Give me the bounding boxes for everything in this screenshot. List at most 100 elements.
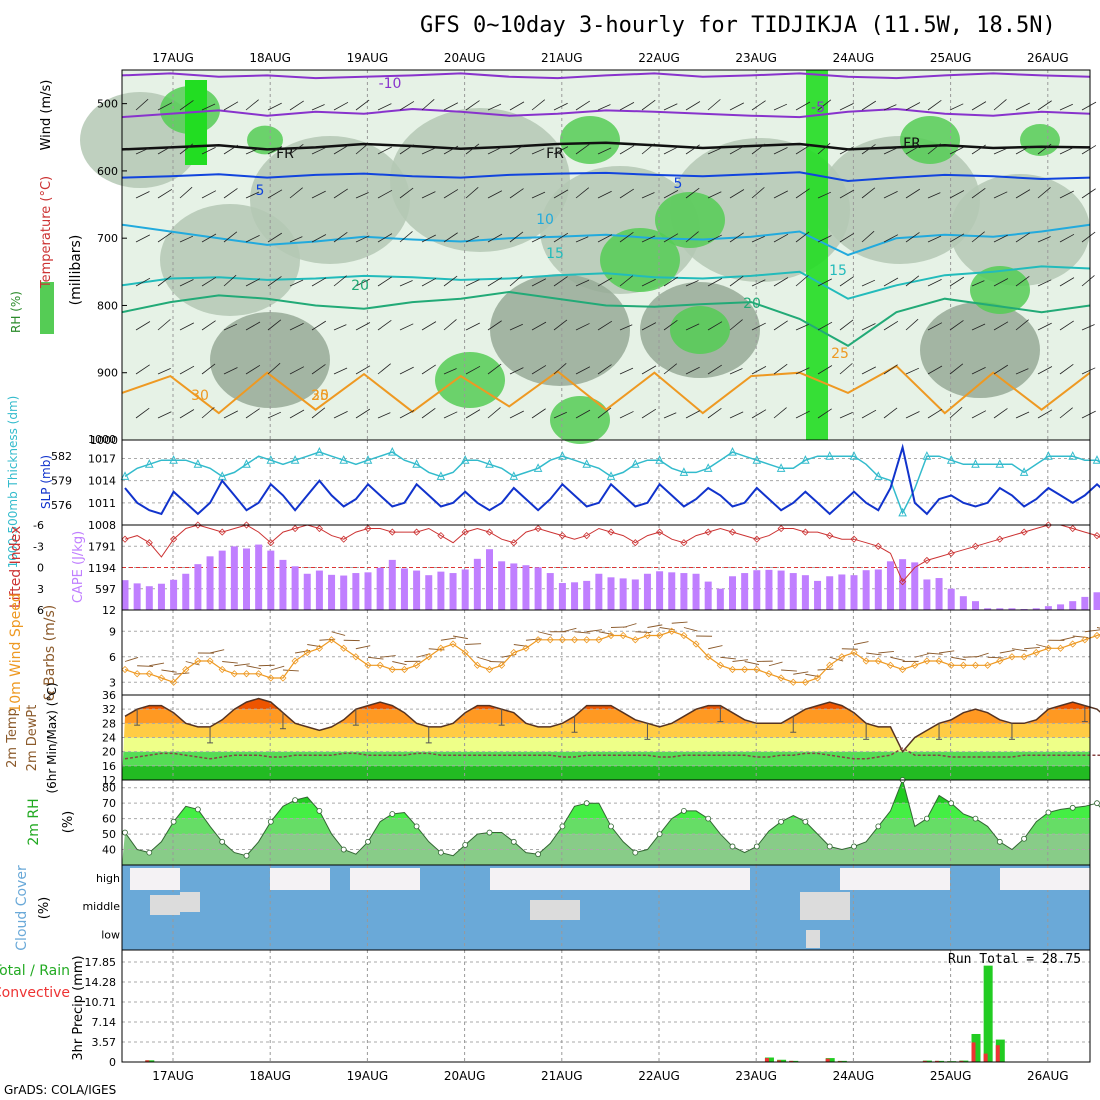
wind-speed-point (121, 665, 129, 674)
date-label-bottom: 19AUG (347, 1069, 389, 1083)
cape-bar (692, 573, 700, 610)
wind-barb (685, 187, 700, 199)
wind-speed-point (364, 661, 372, 669)
isotherm-label: 15 (829, 263, 847, 279)
wind-barb (487, 320, 502, 331)
wind-barb (509, 231, 524, 243)
surface-wind-barb (452, 635, 468, 640)
surface-wind-barb (331, 631, 346, 636)
thickness-point (169, 455, 178, 464)
wind-speed-point (461, 648, 469, 657)
surface-wind-barb (744, 661, 760, 666)
cape-bar (534, 567, 542, 610)
wind-barb (465, 409, 481, 419)
cape-bar (947, 588, 955, 610)
wind-speed-point (437, 644, 445, 652)
thickness-point (825, 451, 835, 460)
cape-bar (170, 579, 178, 610)
thickness-point (630, 459, 640, 468)
wind-barb (905, 145, 921, 155)
cape-bar (656, 571, 664, 610)
lifted-index-point (826, 532, 834, 540)
temp-tick-label: 16 (102, 760, 116, 773)
precip-tick-label: 0 (109, 1056, 116, 1069)
wind-barb (465, 143, 480, 155)
rh-shade-region (435, 352, 505, 408)
lifted-index-point (777, 524, 785, 533)
wind-barb (399, 187, 414, 199)
surface-wind-barb (683, 627, 698, 632)
wind-barb (1037, 236, 1051, 243)
isotherm-label: -10 (379, 76, 402, 92)
wind-barb (861, 144, 876, 155)
thickness-point (655, 455, 664, 464)
wind-barb (531, 278, 547, 287)
cape-bar (145, 586, 153, 610)
wind-barb (1015, 189, 1031, 199)
rh-point (292, 797, 299, 803)
wind-barb (509, 410, 524, 419)
precip-convective-bar (983, 1053, 988, 1062)
cape-bar (595, 573, 603, 610)
rh-point (972, 815, 979, 822)
date-label-bottom: 17AUG (152, 1069, 194, 1083)
wind-barb (135, 234, 151, 243)
surface-wind-barb (1024, 646, 1040, 650)
surface-wind-barb (732, 659, 749, 662)
surface-wind-barb (477, 656, 491, 662)
thickness-point (533, 463, 543, 472)
surface-wind-barb (270, 665, 285, 671)
surface-wind-barb (319, 638, 336, 641)
wind-barb (333, 367, 348, 375)
wind-speed-line (124, 630, 1100, 683)
wind-barb (641, 235, 656, 243)
wind-barb (443, 232, 458, 243)
wind-barb (971, 366, 986, 375)
wind-barb (949, 103, 964, 111)
lifted-index-point (801, 528, 809, 536)
wind-barb (487, 363, 502, 375)
wind-barb (927, 278, 942, 287)
cape-bar (510, 563, 518, 610)
rh-point (194, 806, 201, 813)
thickness-point (801, 455, 810, 464)
wind-speed-point (813, 674, 822, 682)
lifted-index-tick-label: -3 (33, 540, 44, 553)
cape-bar (583, 580, 591, 610)
wind-speed-tick-label: 9 (109, 625, 116, 638)
wind-barb (1015, 319, 1029, 331)
wind-barb (553, 362, 567, 375)
wind-barb (663, 320, 678, 331)
wind-barb (245, 191, 260, 199)
wind-barb (839, 146, 855, 155)
thickness-tick-label: 576 (51, 499, 72, 512)
wind-speed-point (656, 631, 664, 640)
surface-wind-barb (380, 655, 396, 658)
lifted-index-point (923, 556, 931, 564)
wind-speed-point (947, 661, 955, 669)
thickness-point (315, 447, 324, 456)
cloud-axis-title: Cloud Cover (14, 865, 30, 951)
wind-barb (157, 188, 173, 199)
wind-barb (355, 143, 369, 155)
cape-bar (959, 596, 967, 610)
surface-wind-barb (282, 669, 299, 672)
lifted-index-point (1044, 521, 1052, 529)
cloud-gap (150, 895, 180, 915)
wind-speed-point (546, 636, 554, 644)
wind-barb (201, 407, 215, 419)
wind-speed-point (145, 670, 153, 678)
date-label-bottom: 21AUG (541, 1069, 583, 1083)
cape-bar (1069, 601, 1077, 610)
panel-frame (121, 949, 1091, 1063)
date-label-bottom: 25AUG (930, 1069, 972, 1083)
wind-barb (421, 407, 436, 419)
cape-bar (121, 580, 129, 610)
wind-barb (223, 367, 238, 375)
wind-speed-point (692, 640, 700, 648)
cloud-gap (800, 892, 850, 920)
wind-barb (553, 102, 568, 111)
wind-speed-point (1032, 648, 1040, 657)
panel-frame (121, 439, 1091, 526)
wind-barb (597, 147, 612, 155)
